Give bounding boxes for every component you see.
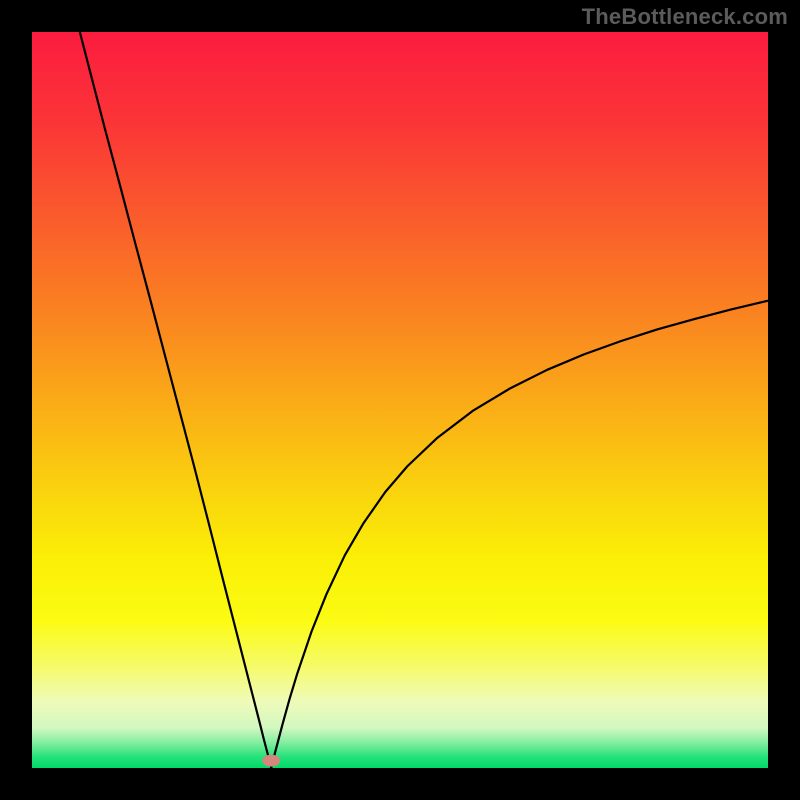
plot-area [32, 32, 768, 768]
bottleneck-chart [0, 0, 800, 800]
watermark-text: TheBottleneck.com [582, 4, 788, 30]
tip-marker [262, 755, 280, 767]
chart-container: TheBottleneck.com [0, 0, 800, 800]
